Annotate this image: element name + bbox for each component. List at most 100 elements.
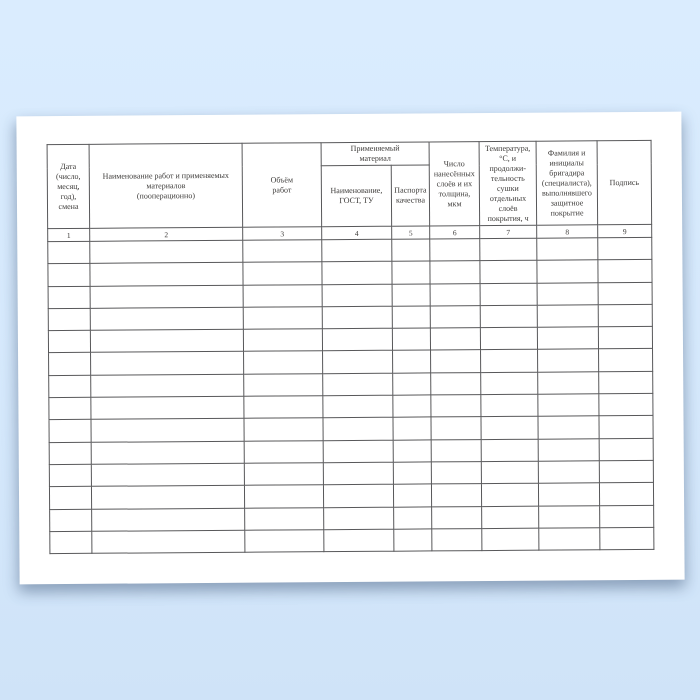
col-number: 2 [89,227,243,242]
empty-cell [431,483,482,507]
empty-cell [242,239,322,263]
empty-cell [391,238,430,262]
empty-cell [48,375,91,398]
empty-cell [431,461,482,485]
empty-cell [90,284,244,309]
empty-cell [538,483,600,506]
empty-cell [48,352,91,376]
empty-cell [322,350,393,374]
empty-cell [48,330,91,354]
empty-cell [392,328,431,351]
empty-cell [48,419,92,443]
empty-cell [430,283,481,306]
col-header-layers: Число нанесённых слоёв и их толщина, мкм [429,141,480,226]
empty-cell [322,283,393,307]
empty-cell [89,240,243,264]
empty-cell [89,262,244,286]
empty-cell [391,261,431,284]
empty-cell [243,284,323,308]
empty-cell [392,372,431,396]
empty-cell [90,307,244,331]
empty-cell [598,371,653,394]
empty-cell [244,440,324,464]
empty-cell [48,308,91,331]
col-header-works: Наименование работ и применяемых материа… [89,143,243,229]
empty-cell [430,394,481,418]
empty-cell [322,372,393,396]
empty-cell [430,416,482,440]
empty-cell [599,460,654,484]
empty-cell [321,239,392,262]
empty-cell [393,439,432,463]
empty-cell [47,263,91,287]
empty-cell [90,374,244,398]
col-header-temperature: Температура, °С, и продолжи- тельность с… [479,141,537,226]
empty-cell [244,484,324,508]
table-row [49,527,654,554]
empty-cell [480,416,539,440]
empty-cell [481,438,539,462]
empty-cell [90,329,244,353]
empty-cell [598,281,653,305]
empty-cell [48,397,91,420]
empty-cell [538,438,600,462]
col-number: 5 [391,225,430,240]
empty-cell [244,462,324,486]
empty-cell [429,260,481,284]
empty-cell [323,462,394,485]
empty-cell [323,484,394,508]
empty-cell [322,306,393,329]
empty-cell [537,349,599,372]
empty-cell [392,395,431,418]
empty-cell [244,529,324,553]
col-number: 6 [429,225,480,239]
empty-cell [479,260,538,284]
empty-cell [481,505,539,529]
empty-cell [49,508,92,532]
empty-cell [538,505,600,529]
empty-cell [49,464,92,487]
empty-cell [598,415,654,439]
header-row-main: Дата (число, месяц, год), смена Наименов… [47,140,652,229]
empty-cell [244,507,324,531]
col-header-quality-passport: Паспорта качества [391,164,430,227]
empty-cell [323,506,394,530]
empty-cell [91,485,245,509]
empty-cell [430,350,481,373]
empty-cell [598,393,653,417]
empty-cell [90,396,244,420]
empty-cell [537,416,600,439]
empty-cell [323,439,394,463]
empty-cell [393,461,432,485]
empty-cell [393,528,432,552]
work-log-table: Дата (число, месяц, год), смена Наименов… [47,140,655,554]
empty-cell [480,282,538,306]
empty-cell [537,326,599,350]
empty-cell [431,506,482,529]
col-header-date: Дата (число, месяц, год), смена [47,144,90,229]
empty-cell [392,350,431,373]
empty-cell [322,417,394,441]
empty-cell [429,238,480,262]
empty-cell [392,417,432,440]
empty-cell [322,328,393,352]
col-header-volume: Объём работ [242,142,322,228]
empty-cell [243,373,323,397]
empty-cell [481,528,539,551]
empty-cell [393,506,432,530]
col-header-material-name: Наименование, ГОСТ, ТУ [321,165,392,227]
empty-cell [598,304,653,327]
empty-cell [430,372,481,396]
empty-cell [91,440,245,465]
col-number: 9 [597,224,652,238]
empty-cell [481,483,539,507]
col-number: 3 [242,226,322,241]
empty-cell [598,348,653,372]
empty-cell [91,530,245,554]
empty-cell [393,484,432,507]
document-page: Дата (число, месяц, год), смена Наименов… [16,111,685,585]
empty-cell [430,327,481,351]
empty-cell [536,237,598,261]
col-number: 4 [321,226,392,240]
